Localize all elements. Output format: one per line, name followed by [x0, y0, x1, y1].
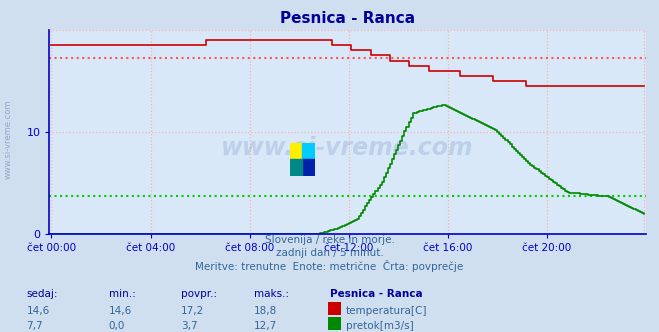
Text: www.si-vreme.com: www.si-vreme.com [221, 136, 474, 160]
Bar [302, 143, 315, 159]
Bar [290, 159, 302, 176]
Text: pretok[m3/s]: pretok[m3/s] [346, 321, 414, 331]
Text: temperatura[C]: temperatura[C] [346, 306, 428, 316]
Text: 18,8: 18,8 [254, 306, 277, 316]
Text: zadnji dan / 5 minut.: zadnji dan / 5 minut. [275, 248, 384, 258]
Text: sedaj:: sedaj: [26, 289, 58, 299]
Text: www.si-vreme.com: www.si-vreme.com [3, 100, 13, 179]
Bar [302, 159, 315, 176]
Text: 14,6: 14,6 [26, 306, 49, 316]
Text: Meritve: trenutne  Enote: metrične  Črta: povprečje: Meritve: trenutne Enote: metrične Črta: … [195, 260, 464, 272]
Text: 0,0: 0,0 [109, 321, 125, 331]
Text: 7,7: 7,7 [26, 321, 43, 331]
Text: min.:: min.: [109, 289, 136, 299]
Text: 14,6: 14,6 [109, 306, 132, 316]
Text: Slovenija / reke in morje.: Slovenija / reke in morje. [264, 235, 395, 245]
Title: Pesnica - Ranca: Pesnica - Ranca [280, 11, 415, 26]
Bar [290, 143, 302, 159]
Text: povpr.:: povpr.: [181, 289, 217, 299]
Text: 12,7: 12,7 [254, 321, 277, 331]
Text: maks.:: maks.: [254, 289, 289, 299]
Text: Pesnica - Ranca: Pesnica - Ranca [330, 289, 422, 299]
Text: 3,7: 3,7 [181, 321, 198, 331]
Text: 17,2: 17,2 [181, 306, 204, 316]
